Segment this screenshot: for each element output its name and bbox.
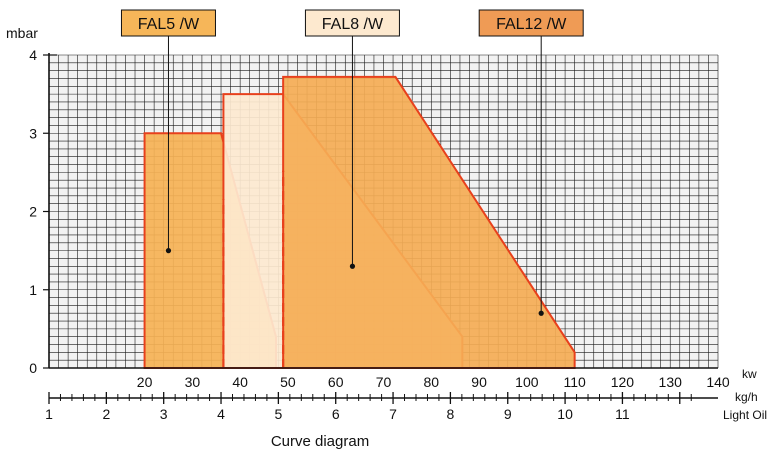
x-tick-label-kw: 120	[611, 374, 635, 390]
axes: 0 1 2 3 4 20 30 40 50 60 70 80 90 100 110 120 130 140 1 2 3 4…	[29, 47, 730, 422]
series-dot	[538, 310, 544, 316]
x-tick-label-kw: 100	[515, 374, 539, 390]
x-tick-label-kw: 50	[280, 374, 296, 390]
x-tick-label-kw: 20	[137, 374, 153, 390]
x-axis-unit-kw: kw	[742, 367, 757, 381]
series-dot	[349, 263, 356, 269]
x-axis-unit-light-oil: Light Oil	[723, 408, 767, 422]
series-label-group-3: FAL12 /W	[478, 9, 584, 316]
y-tick-label: 1	[29, 282, 37, 298]
series-label-box	[304, 9, 400, 37]
x-tick-label-kw: 30	[185, 374, 201, 390]
oil-tick-label: 7	[389, 406, 397, 422]
oil-tick-label: 5	[274, 406, 282, 422]
oil-tick-label: 11	[615, 406, 630, 422]
oil-tick-label: 10	[557, 406, 573, 422]
series-dot	[165, 248, 172, 254]
oil-tick-label: 2	[102, 406, 110, 422]
series-label-group-1: FAL5 /W	[120, 9, 216, 254]
oil-tick-label: 3	[160, 406, 168, 422]
x-tick-label-kw: 110	[563, 374, 586, 390]
series-labels: FAL5 /W FAL8 /W FAL12 /W	[120, 9, 584, 316]
chart-caption: Curve diagram	[271, 433, 369, 450]
series-label-box	[478, 9, 584, 37]
oil-tick-label: 4	[217, 406, 225, 422]
series-label: FAL5 /W	[138, 16, 200, 33]
x-tick-label-kw: 140	[706, 374, 730, 390]
y-tick-label: 3	[29, 125, 37, 141]
x-tick-label-kw: 80	[423, 374, 439, 390]
oil-tick-label: 9	[504, 406, 512, 422]
x-tick-label-kw: 70	[376, 374, 392, 390]
series-label-group-2: FAL8 /W	[304, 9, 400, 269]
y-tick-label: 4	[29, 47, 37, 63]
x-tick-label-kw: 130	[659, 374, 683, 390]
series-label: FAL12 /W	[496, 16, 567, 33]
series-label-box	[120, 9, 216, 37]
y-tick-label: 0	[29, 360, 37, 376]
x-tick-label-kw: 40	[232, 374, 248, 390]
x-axis-unit-kgh: kg/h	[735, 390, 758, 404]
oil-tick-label: 1	[45, 406, 53, 422]
y-axis-label: mbar	[6, 25, 38, 41]
oil-tick-label: 8	[447, 406, 455, 422]
y-tick-label: 2	[29, 204, 37, 220]
x-tick-label-kw: 60	[328, 374, 344, 390]
series-label: FAL8 /W	[322, 16, 384, 33]
oil-tick-label: 6	[332, 406, 340, 422]
x-tick-label-kw: 90	[471, 374, 487, 390]
